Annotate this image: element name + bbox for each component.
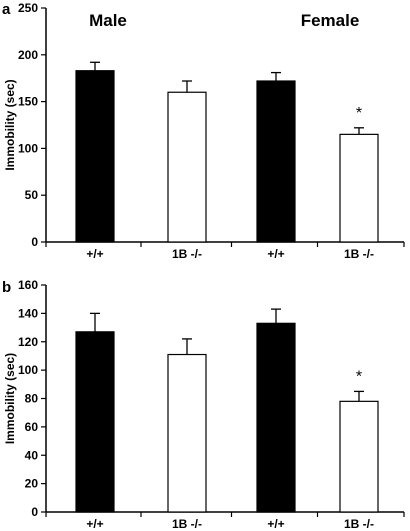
bar <box>339 400 379 513</box>
bar <box>75 70 115 243</box>
group-label: Female <box>301 11 360 30</box>
y-tick-label: 40 <box>25 448 39 462</box>
y-tick-label: 0 <box>31 505 38 519</box>
y-tick-label: 160 <box>18 278 38 292</box>
bar <box>256 322 296 513</box>
x-tick-label: +/+ <box>267 247 284 261</box>
panel-label: a <box>2 1 11 18</box>
y-tick-label: 120 <box>18 335 38 349</box>
y-axis-label: Immobility (sec) <box>3 79 17 170</box>
y-tick-label: 50 <box>25 188 39 202</box>
bar <box>339 133 379 243</box>
y-tick-label: 60 <box>25 420 39 434</box>
bar <box>75 331 115 513</box>
y-tick-label: 100 <box>18 141 38 155</box>
y-tick-label: 150 <box>18 95 38 109</box>
bar <box>167 91 207 243</box>
y-tick-label: 0 <box>31 235 38 249</box>
y-tick-label: 250 <box>18 1 38 15</box>
significance-marker: * <box>356 105 362 122</box>
x-tick-label: 1B -/- <box>172 247 202 261</box>
bar <box>256 80 296 243</box>
x-tick-label: 1B -/- <box>344 517 374 531</box>
bar <box>167 353 207 513</box>
x-tick-label: 1B -/- <box>344 247 374 261</box>
y-tick-label: 20 <box>25 477 39 491</box>
y-tick-label: 100 <box>18 363 38 377</box>
x-tick-label: +/+ <box>86 247 103 261</box>
significance-marker: * <box>356 368 362 385</box>
x-tick-label: 1B -/- <box>172 517 202 531</box>
y-tick-label: 140 <box>18 306 38 320</box>
panel-label: b <box>2 279 11 296</box>
x-tick-label: +/+ <box>86 517 103 531</box>
y-tick-label: 80 <box>25 392 39 406</box>
y-axis-label: Immobility (sec) <box>3 353 17 444</box>
x-tick-label: +/+ <box>267 517 284 531</box>
y-tick-label: 200 <box>18 48 38 62</box>
group-label: Male <box>89 11 127 30</box>
